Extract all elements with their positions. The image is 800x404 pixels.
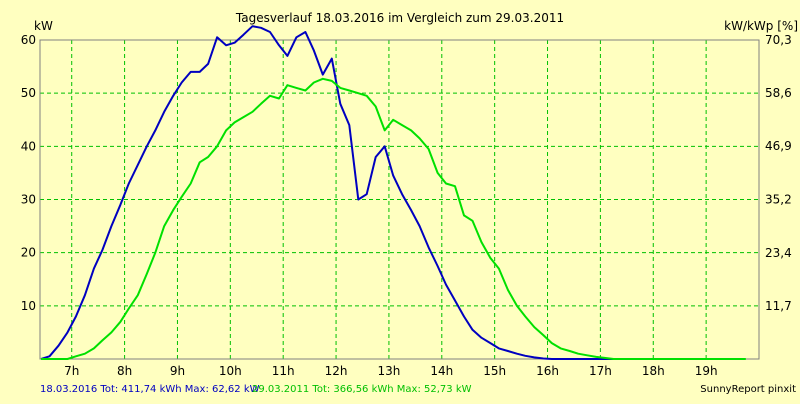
y-tick-label: 30 <box>21 193 36 207</box>
x-tick-label: 18h <box>642 364 665 378</box>
y-tick-label: 40 <box>21 139 36 153</box>
x-tick-label: 7h <box>64 364 79 378</box>
y2-tick-label: 70,3 <box>765 33 792 47</box>
x-tick-label: 12h <box>325 364 348 378</box>
y2-tick-label: 35,2 <box>765 192 792 206</box>
y2-tick-label: 46,9 <box>765 139 792 153</box>
y-tick-label: 20 <box>21 246 36 260</box>
x-tick-label: 13h <box>377 364 400 378</box>
x-tick-label: 17h <box>589 364 612 378</box>
y-axis-left-ticks: 10 20 30 40 50 60 <box>21 33 36 313</box>
series-line-1 <box>40 25 720 360</box>
series-line-2 <box>41 77 746 360</box>
plot-frame <box>39 39 760 360</box>
y-axis-right-ticks: 11,7 23,4 35,2 46,9 58,6 70,3 <box>765 33 792 313</box>
x-tick-label: 14h <box>430 364 453 378</box>
y2-tick-label: 58,6 <box>765 86 792 100</box>
series <box>40 25 746 360</box>
y-tick-label: 50 <box>21 86 36 100</box>
x-tick-label: 16h <box>536 364 559 378</box>
x-tick-label: 19h <box>695 364 718 378</box>
x-axis-ticks: 7h 8h 9h 10h 11h 12h 13h 14h 15h 16h 17h 18h 19h <box>64 364 717 378</box>
x-tick-label: 15h <box>483 364 506 378</box>
x-tick-label: 10h <box>219 364 242 378</box>
chart-title: Tagesverlauf 18.03.2016 im Vergleich zum… <box>235 11 564 25</box>
x-tick-label: 9h <box>170 364 185 378</box>
y-tick-label: 60 <box>21 33 36 47</box>
legend-entry-2: 29.03.2011 Tot: 366,56 kWh Max: 52,73 kW <box>252 384 472 395</box>
y2-tick-label: 23,4 <box>765 246 792 260</box>
y-tick-label: 10 <box>21 299 36 313</box>
grid <box>40 39 759 359</box>
y-axis-right-label: kW/kWp [%] <box>724 19 798 33</box>
y-axis-left-label: kW <box>34 19 53 33</box>
footer-credit: SunnyReport pinxit <box>700 384 796 395</box>
x-tick-label: 11h <box>272 364 295 378</box>
legend-entry-1: 18.03.2016 Tot: 411,74 kWh Max: 62,62 kW <box>40 384 260 395</box>
y2-tick-label: 11,7 <box>765 299 792 313</box>
x-tick-label: 8h <box>117 364 132 378</box>
